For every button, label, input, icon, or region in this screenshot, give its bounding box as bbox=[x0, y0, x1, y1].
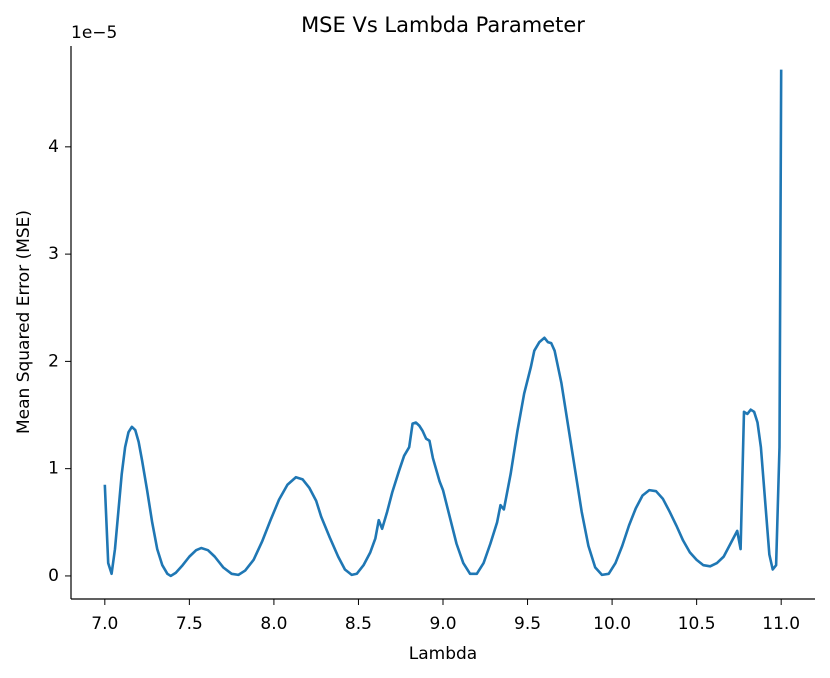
y-tick-label: 0 bbox=[48, 566, 59, 586]
y-tick-label: 1 bbox=[48, 459, 59, 479]
data-line bbox=[103, 69, 783, 578]
y-tick-label: 3 bbox=[48, 244, 59, 264]
x-tick-label: 7.5 bbox=[176, 614, 203, 634]
y-tick-label: 2 bbox=[48, 351, 59, 371]
x-tick-label: 10.5 bbox=[678, 614, 716, 634]
x-axis-label: Lambda bbox=[409, 644, 477, 664]
x-tick-label: 7.0 bbox=[91, 614, 118, 634]
y-offset-text: 1e−5 bbox=[71, 23, 117, 43]
x-tick-label: 8.5 bbox=[345, 614, 372, 634]
x-tick-label: 11.0 bbox=[762, 614, 800, 634]
x-tick-label: 9.0 bbox=[429, 614, 456, 634]
chart-title: MSE Vs Lambda Parameter bbox=[301, 13, 585, 37]
x-tick-label: 10.0 bbox=[593, 614, 631, 634]
y-axis-label: Mean Squared Error (MSE) bbox=[14, 210, 34, 434]
x-tick-label: 9.5 bbox=[514, 614, 541, 634]
y-tick-label: 4 bbox=[48, 137, 59, 157]
x-tick-label: 8.0 bbox=[260, 614, 287, 634]
